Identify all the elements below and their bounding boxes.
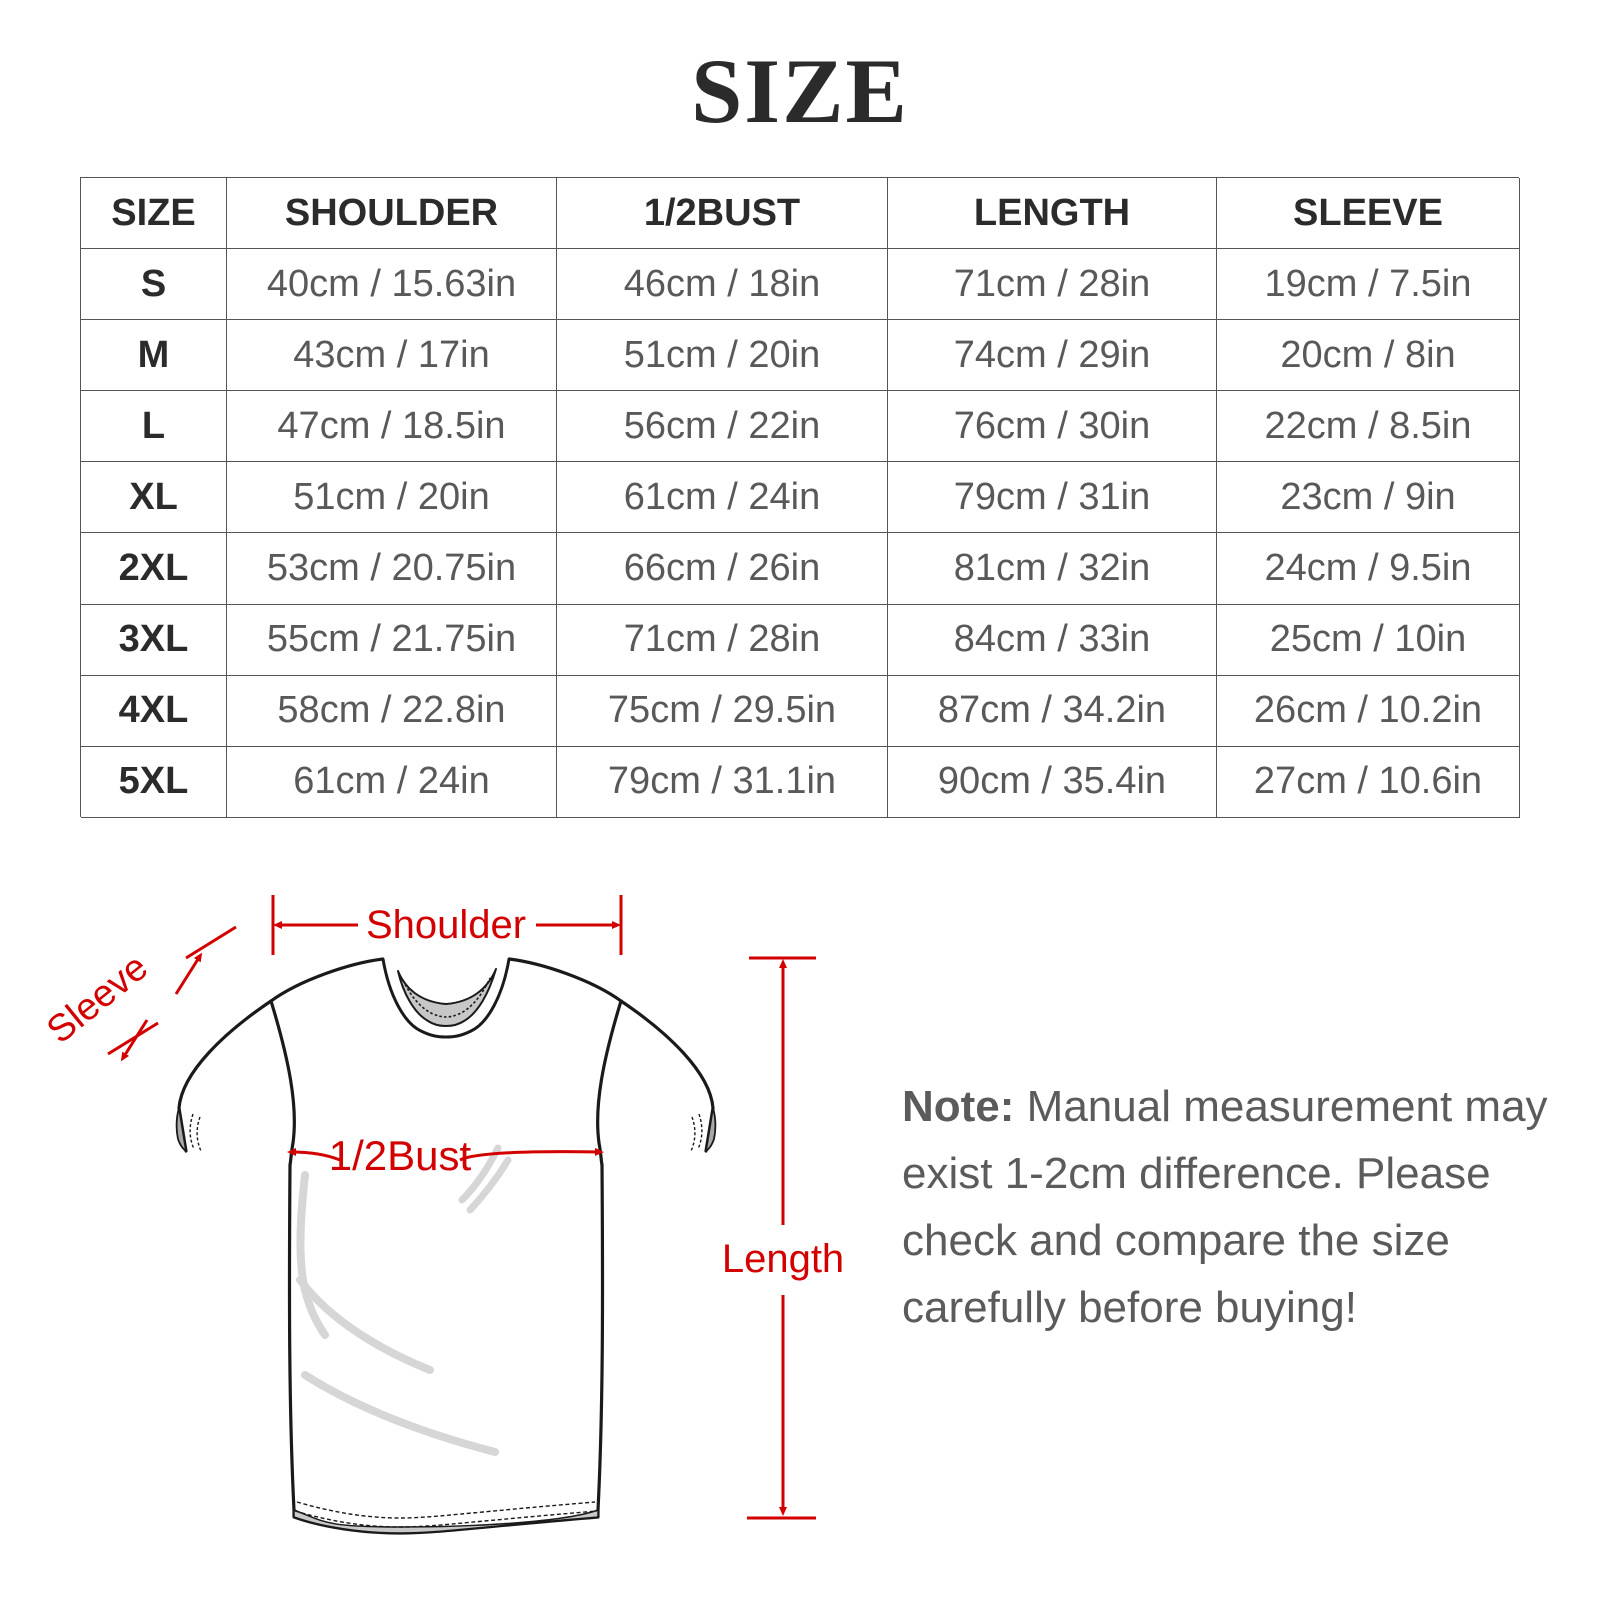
svg-text:Shoulder: Shoulder [366, 903, 526, 947]
svg-text:1/2Bust: 1/2Bust [329, 1132, 472, 1179]
svg-text:Length: Length [722, 1237, 844, 1281]
